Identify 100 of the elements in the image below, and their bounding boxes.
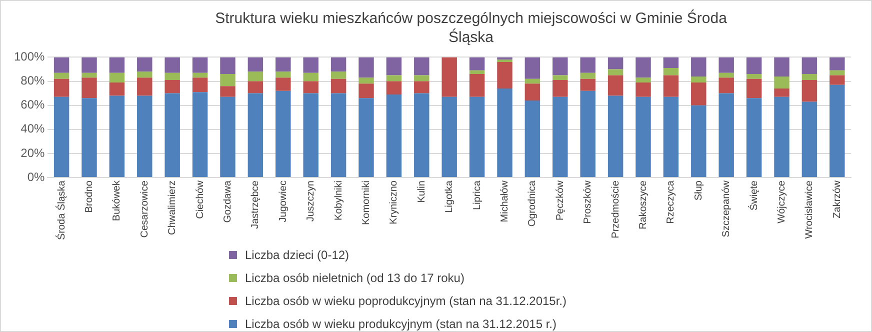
bar bbox=[303, 57, 318, 73]
bar bbox=[358, 57, 374, 78]
x-tick-label: Pęczków bbox=[554, 180, 566, 221]
x-tick-label: Wrocisławice bbox=[804, 180, 816, 239]
bar bbox=[663, 57, 679, 68]
bar bbox=[164, 80, 180, 94]
bar bbox=[192, 72, 208, 78]
bar bbox=[164, 57, 180, 73]
y-tick-label: 60% bbox=[20, 98, 46, 112]
x-tick-label: Ogrodnica bbox=[527, 180, 538, 227]
bar bbox=[248, 72, 264, 82]
bar bbox=[248, 93, 264, 178]
bar bbox=[608, 69, 624, 76]
bar bbox=[469, 57, 485, 70]
y-tick-label: 80% bbox=[20, 74, 46, 88]
x-tick-label: Ligotka bbox=[444, 180, 456, 213]
bar bbox=[358, 78, 374, 84]
legend-label: Liczba dzieci (0-12) bbox=[245, 248, 350, 262]
y-tick-label: 20% bbox=[20, 146, 46, 160]
bar bbox=[524, 78, 540, 84]
bar bbox=[109, 72, 125, 82]
bar bbox=[109, 82, 125, 96]
x-tick-label: Wójczyce bbox=[776, 180, 788, 224]
bar bbox=[802, 80, 818, 102]
bar bbox=[524, 100, 540, 178]
bar bbox=[54, 96, 70, 178]
bar bbox=[442, 96, 457, 178]
bar bbox=[330, 93, 346, 178]
x-tick-label: Rzeczyca bbox=[666, 180, 677, 224]
x-tick-label: Kobylniki bbox=[333, 180, 344, 221]
bar bbox=[386, 81, 402, 94]
bar bbox=[82, 72, 97, 78]
bar bbox=[386, 75, 402, 82]
bar bbox=[469, 70, 485, 74]
bar bbox=[109, 57, 125, 73]
bar bbox=[663, 68, 679, 76]
x-tick-label: Juszczyn bbox=[306, 180, 317, 222]
bar bbox=[774, 57, 790, 76]
bar bbox=[580, 78, 596, 91]
bar bbox=[552, 80, 568, 97]
bar bbox=[691, 76, 706, 82]
bar bbox=[248, 57, 264, 72]
bar bbox=[276, 57, 291, 72]
bar bbox=[691, 57, 706, 76]
bar bbox=[164, 72, 180, 80]
bar bbox=[608, 75, 624, 96]
bar bbox=[358, 84, 374, 98]
bar bbox=[109, 96, 125, 178]
bar bbox=[386, 94, 402, 178]
x-tick-label: Ciechów bbox=[194, 180, 206, 219]
bar bbox=[386, 57, 402, 76]
bar bbox=[802, 102, 818, 178]
x-tick-label: Michałów bbox=[499, 180, 510, 222]
x-tick-label: Jastrzębce bbox=[250, 180, 262, 229]
bar bbox=[469, 96, 485, 178]
chart-title: Struktura wieku mieszkańców poszczególnych miejscowości w Gminie Środa Śląska bbox=[214, 9, 728, 47]
x-tick-label: Chwalimierz bbox=[167, 180, 178, 235]
bar bbox=[137, 96, 152, 178]
bar bbox=[330, 72, 346, 79]
bar bbox=[192, 57, 208, 73]
bar bbox=[636, 78, 651, 82]
bar bbox=[220, 86, 236, 97]
bar bbox=[774, 96, 790, 178]
x-tick-label: Rakoszyce bbox=[638, 180, 649, 230]
bar bbox=[802, 74, 818, 80]
bar bbox=[663, 75, 679, 97]
bar bbox=[358, 98, 374, 178]
bar bbox=[414, 93, 430, 178]
bar bbox=[718, 72, 734, 78]
bar bbox=[414, 75, 430, 82]
bar bbox=[552, 57, 568, 76]
bar bbox=[220, 57, 236, 74]
x-tick-label: Zakrzów bbox=[832, 180, 843, 218]
bar bbox=[330, 57, 346, 72]
bar bbox=[580, 72, 596, 79]
bar bbox=[137, 57, 152, 72]
bar bbox=[552, 96, 568, 178]
bar bbox=[414, 81, 430, 94]
bar bbox=[82, 98, 97, 178]
y-tick-label: 100% bbox=[14, 50, 46, 64]
bar bbox=[192, 78, 208, 92]
bar bbox=[82, 57, 97, 73]
bar bbox=[774, 76, 790, 88]
x-tick-label: Gozdawa bbox=[222, 180, 234, 223]
x-tick-label: Brodno bbox=[84, 180, 95, 213]
bar bbox=[580, 57, 596, 73]
bar bbox=[497, 88, 512, 178]
bar bbox=[220, 96, 236, 178]
legend-label: Liczba osób nieletnich (od 13 do 17 roku) bbox=[245, 270, 464, 284]
bar bbox=[608, 57, 624, 70]
legend-label: Liczba osób w wieku produkcyjnym (stan na 31.12.2015 r.) bbox=[245, 316, 557, 330]
x-tick-label: Kulin bbox=[416, 180, 428, 203]
bar bbox=[497, 62, 512, 88]
bar bbox=[663, 96, 679, 178]
bar bbox=[636, 96, 651, 178]
bar bbox=[746, 78, 762, 98]
x-tick-label: Słup bbox=[693, 180, 704, 201]
bar bbox=[303, 81, 318, 94]
bar bbox=[220, 74, 236, 86]
bar bbox=[276, 72, 291, 78]
